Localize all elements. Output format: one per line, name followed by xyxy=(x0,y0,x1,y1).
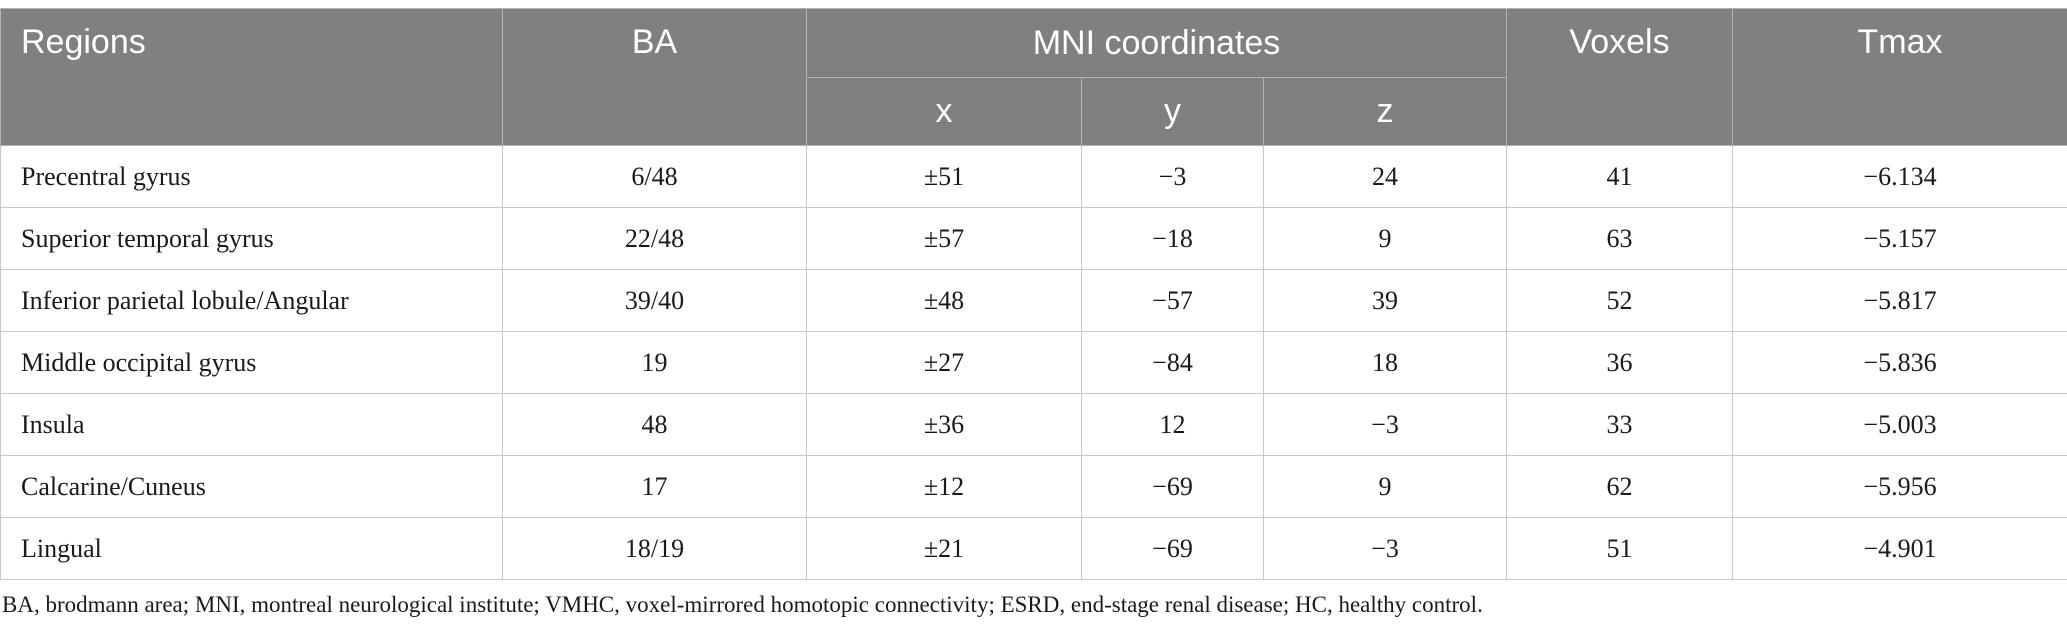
cell-y: −69 xyxy=(1081,517,1264,580)
cell-ba: 18/19 xyxy=(502,517,807,580)
table-row: Lingual 18/19 ±21 −69 −3 51 −4.901 xyxy=(0,517,2067,580)
header-row-top: Regions BA MNI coordinates Voxels Tmax xyxy=(0,8,2067,146)
cell-tmax: −4.901 xyxy=(1732,517,2067,580)
cell-z: 24 xyxy=(1262,145,1508,208)
cell-tmax: −5.817 xyxy=(1732,269,2067,332)
cell-x: ±48 xyxy=(806,269,1082,332)
cell-y: −57 xyxy=(1081,269,1264,332)
cell-voxels: 51 xyxy=(1506,517,1734,580)
cell-x: ±36 xyxy=(806,393,1082,456)
results-table: Regions BA MNI coordinates Voxels Tmax x… xyxy=(0,8,2067,580)
cell-region: Lingual xyxy=(0,517,503,580)
cell-y: −18 xyxy=(1081,207,1264,270)
cell-tmax: −6.134 xyxy=(1732,145,2067,208)
header-row-sub: x y z xyxy=(1,77,2067,146)
cell-x: ±21 xyxy=(806,517,1082,580)
cell-voxels: 63 xyxy=(1506,207,1734,270)
cell-region: Superior temporal gyrus xyxy=(0,207,503,270)
cell-y: −69 xyxy=(1081,455,1264,518)
cell-region: Precentral gyrus xyxy=(0,145,503,208)
cell-tmax: −5.003 xyxy=(1732,393,2067,456)
cell-voxels: 52 xyxy=(1506,269,1734,332)
cell-z: 9 xyxy=(1262,455,1508,518)
cell-ba: 17 xyxy=(502,455,807,518)
cell-x: ±51 xyxy=(806,145,1082,208)
cell-region: Middle occipital gyrus xyxy=(0,331,503,394)
header-x: x xyxy=(806,77,1082,146)
table-row: Insula 48 ±36 12 −3 33 −5.003 xyxy=(0,393,2067,456)
cell-y: 12 xyxy=(1081,393,1264,456)
cell-z: 9 xyxy=(1262,207,1508,270)
cell-z: −3 xyxy=(1262,393,1508,456)
header-tmax: Tmax xyxy=(1732,8,2067,146)
cell-ba: 48 xyxy=(502,393,807,456)
cell-ba: 22/48 xyxy=(502,207,807,270)
cell-x: ±57 xyxy=(806,207,1082,270)
cell-voxels: 41 xyxy=(1506,145,1734,208)
header-z: z xyxy=(1262,77,1508,146)
table-row: Middle occipital gyrus 19 ±27 −84 18 36 −5.836 xyxy=(0,331,2067,394)
cell-z: −3 xyxy=(1262,517,1508,580)
cell-tmax: −5.157 xyxy=(1732,207,2067,270)
cell-ba: 39/40 xyxy=(502,269,807,332)
cell-voxels: 36 xyxy=(1506,331,1734,394)
header-regions: Regions xyxy=(0,8,503,146)
cell-z: 39 xyxy=(1262,269,1508,332)
table-footnote: BA, brodmann area; MNI, montreal neurolo… xyxy=(2,592,1483,617)
table-row: Precentral gyrus 6/48 ±51 −3 24 41 −6.134 xyxy=(0,145,2067,208)
header-mni-coordinates: MNI coordinates xyxy=(805,8,1508,78)
cell-z: 18 xyxy=(1262,331,1508,394)
header-voxels: Voxels xyxy=(1506,8,1734,146)
cell-y: −84 xyxy=(1081,331,1264,394)
header-ba: BA xyxy=(502,8,807,146)
table-body: Precentral gyrus 6/48 ±51 −3 24 41 −6.134 Super… xyxy=(0,145,2067,580)
cell-tmax: −5.836 xyxy=(1732,331,2067,394)
cell-tmax: −5.956 xyxy=(1732,455,2067,518)
cell-voxels: 62 xyxy=(1506,455,1734,518)
cell-voxels: 33 xyxy=(1506,393,1734,456)
cell-x: ±27 xyxy=(806,331,1082,394)
cell-region: Insula xyxy=(0,393,503,456)
cell-region: Calcarine/Cuneus xyxy=(0,455,503,518)
table-row: Superior temporal gyrus 22/48 ±57 −18 9 63 −5.… xyxy=(0,207,2067,270)
cell-ba: 19 xyxy=(502,331,807,394)
table-row: Calcarine/Cuneus 17 ±12 −69 9 62 −5.956 xyxy=(0,455,2067,518)
table-row: Inferior parietal lobule/Angular 39/40 ±48… xyxy=(0,269,2067,332)
cell-ba: 6/48 xyxy=(502,145,807,208)
cell-y: −3 xyxy=(1081,145,1264,208)
cell-region: Inferior parietal lobule/Angular xyxy=(0,269,503,332)
header-y: y xyxy=(1081,77,1264,146)
cell-x: ±12 xyxy=(806,455,1082,518)
table-header: Regions BA MNI coordinates Voxels Tmax x… xyxy=(0,8,2067,146)
